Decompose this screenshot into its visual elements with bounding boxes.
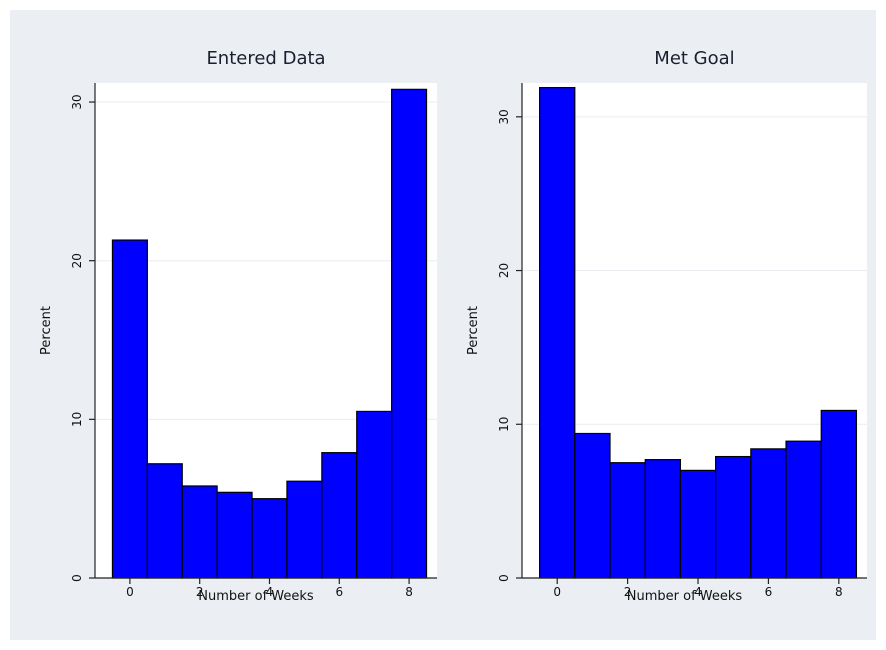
chart-panel-entered-data: 0 10 20 30 0 2 4 6 8 Number of Weeks Percent Entere…: [39, 48, 437, 604]
histogram-bar: [679, 469, 717, 579]
x-tick-label: 8: [835, 585, 843, 599]
histogram-bar: [574, 432, 611, 579]
histogram-bar: [785, 440, 822, 579]
histogram-bar: [820, 409, 858, 579]
chart-panel-met-goal: 0 10 20 30 0 2 4 6 8 Number of Weeks Percent Met Go…: [466, 48, 867, 604]
histogram-bar: [146, 463, 183, 579]
figure: 0 10 20 30 0 2 4 6 8 Number of Weeks Percent Entere…: [10, 10, 876, 640]
histogram-bar: [216, 491, 253, 579]
y-tick-label: 20: [70, 253, 84, 268]
histogram-bar: [251, 498, 288, 579]
histogram-bar: [321, 452, 358, 579]
x-tick-label: 6: [335, 585, 343, 599]
histogram-bar: [111, 239, 148, 579]
y-tick-label: 0: [70, 574, 84, 582]
chart-title: Met Goal: [654, 48, 734, 69]
y-axis-label: Percent: [466, 306, 481, 355]
x-tick-label: 0: [553, 585, 561, 599]
histogram-bar: [609, 462, 646, 579]
x-tick-label: 0: [126, 585, 134, 599]
y-tick-label: 10: [70, 412, 84, 427]
x-tick-label: 8: [405, 585, 413, 599]
chart-title: Entered Data: [206, 48, 325, 69]
histogram-bar: [715, 455, 752, 579]
x-tick-label: 6: [765, 585, 773, 599]
y-tick-label: 20: [497, 263, 511, 278]
y-axis-label: Percent: [39, 306, 54, 355]
y-tick-label: 30: [497, 109, 511, 124]
x-tick-label: 2: [196, 585, 204, 599]
y-tick-label: 10: [497, 417, 511, 432]
x-axis-label: Number of Weeks: [627, 589, 743, 604]
histogram-bar: [750, 448, 787, 579]
histogram-bar: [181, 485, 218, 579]
histogram-bar: [356, 410, 393, 579]
histogram-bar: [539, 87, 576, 579]
y-tick-label: 0: [497, 574, 511, 582]
histogram-bar: [644, 459, 682, 579]
x-axis-label: Number of Weeks: [198, 589, 314, 604]
x-tick-label: 4: [266, 585, 274, 599]
x-tick-label: 2: [624, 585, 632, 599]
y-tick-label: 30: [70, 94, 84, 109]
x-tick-label: 4: [694, 585, 702, 599]
histogram-bar: [391, 88, 428, 579]
histogram-bar: [286, 480, 323, 579]
